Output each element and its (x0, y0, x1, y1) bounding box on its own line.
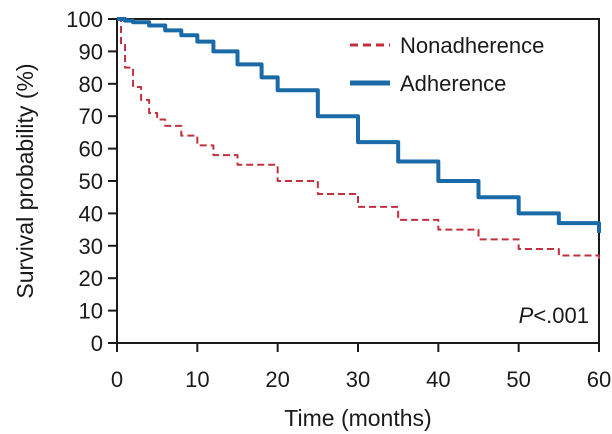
y-tick-label: 60 (79, 137, 103, 162)
x-tick-label: 20 (265, 367, 289, 392)
y-tick-label: 20 (79, 266, 103, 291)
legend-label-nonadherence: Nonadherence (400, 33, 544, 58)
legend-label-adherence: Adherence (400, 71, 506, 96)
y-tick-label: 30 (79, 234, 103, 259)
y-tick-label: 100 (66, 7, 103, 32)
x-tick-label: 40 (426, 367, 450, 392)
plot-frame (116, 18, 600, 344)
series-line-nonadherence (117, 18, 600, 262)
y-tick-label: 80 (79, 72, 103, 97)
y-tick-label: 70 (79, 104, 103, 129)
p-value-text: <.001 (533, 303, 589, 328)
x-axis-title: Time (months) (284, 405, 431, 431)
p-value-annotation: P<.001 (519, 303, 589, 328)
y-tick-label: 50 (79, 169, 103, 194)
p-value-symbol: P (519, 303, 534, 328)
x-tick-label: 50 (506, 367, 530, 392)
y-axis-title: Survival probability (%) (12, 63, 38, 298)
x-tick-label: 30 (346, 367, 370, 392)
y-tick-label: 90 (79, 39, 103, 64)
x-tick-label: 60 (587, 367, 611, 392)
plot-area: P<.001 (116, 17, 601, 344)
y-tick-label: 10 (79, 299, 103, 324)
legend: Nonadherence Adherence (350, 33, 544, 96)
x-axis: 0 10 20 30 40 50 60 (111, 343, 611, 392)
y-tick-label: 40 (79, 201, 103, 226)
y-tick-label: 0 (91, 331, 103, 356)
series-line-adherence (117, 17, 601, 233)
y-axis: 0 10 20 30 40 50 60 70 80 90 100 (66, 7, 117, 356)
x-tick-label: 0 (111, 367, 123, 392)
series-layer (117, 17, 601, 262)
x-tick-label: 10 (185, 367, 209, 392)
